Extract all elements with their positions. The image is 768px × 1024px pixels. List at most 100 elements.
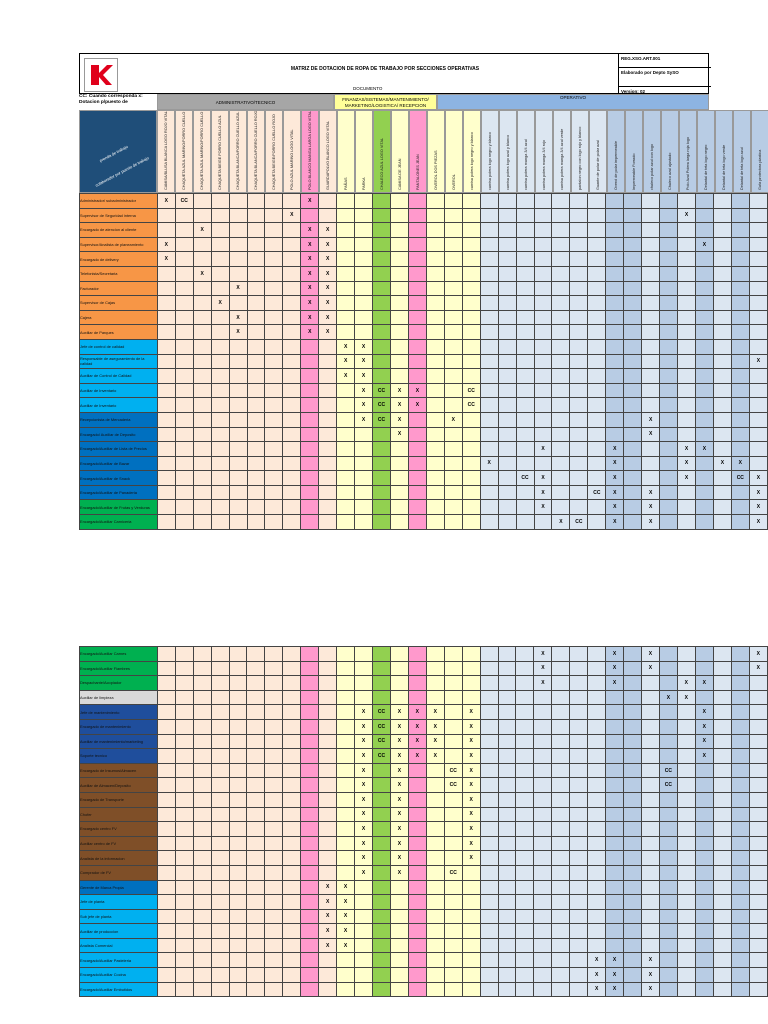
row-label-text: Comprador de FV — [80, 870, 111, 876]
column-header-label: PANTALONES JEAN — [416, 154, 420, 190]
matrix-cell — [443, 646, 463, 662]
matrix-cell — [605, 397, 625, 413]
matrix-cell — [282, 850, 302, 866]
matrix-cell — [676, 821, 696, 837]
matrix-cell — [210, 704, 230, 720]
matrix-cell — [748, 397, 768, 413]
matrix-cell — [443, 265, 463, 282]
row-label-text: Encargado centro FV — [80, 826, 117, 832]
matrix-cell — [569, 835, 589, 852]
matrix-cell: X — [551, 514, 571, 530]
column-header-label: CHAQUETA AZUL MARINO/FORRO CUELLO AZUL — [182, 110, 186, 190]
matrix-cell — [694, 821, 714, 837]
matrix-cell — [587, 646, 607, 662]
row-label: 34Chofer — [79, 806, 158, 823]
matrix-cell — [156, 937, 176, 954]
matrix-cell: X — [318, 295, 338, 311]
row-label-text: Soporte tecnico — [80, 753, 108, 759]
matrix-cell — [515, 777, 535, 793]
matrix-cell — [210, 193, 230, 209]
matrix-cell — [174, 952, 194, 969]
matrix-cell — [694, 689, 714, 706]
matrix-cell — [156, 499, 176, 516]
table-row: 17Encargado/Auxiliar de Lista de Precios… — [79, 441, 768, 457]
matrix-cell — [443, 791, 463, 808]
matrix-cell — [282, 353, 302, 370]
matrix-cell — [479, 484, 499, 501]
matrix-cell — [641, 236, 661, 253]
matrix-cell — [677, 251, 696, 267]
matrix-cell — [354, 646, 373, 662]
matrix-cell — [246, 835, 266, 852]
matrix-cell — [390, 484, 409, 501]
matrix-cell — [730, 762, 750, 779]
matrix-cell: CC — [371, 748, 391, 764]
matrix-cell — [210, 382, 230, 399]
matrix-cell — [569, 280, 589, 297]
row-label: 3Encargado de atencion al cliente — [79, 222, 158, 238]
matrix-cell — [246, 748, 266, 764]
matrix-cell — [641, 353, 661, 370]
matrix-cell — [318, 426, 338, 443]
matrix-cell: CC — [443, 777, 463, 793]
matrix-cell — [372, 236, 392, 253]
matrix-cell: X — [318, 908, 338, 925]
matrix-cell — [641, 207, 661, 224]
matrix-cell — [623, 894, 642, 910]
matrix-cell — [264, 236, 284, 253]
matrix-cell — [264, 835, 284, 852]
matrix-cell — [677, 382, 696, 399]
matrix-cell — [264, 309, 284, 326]
matrix-cell — [371, 923, 391, 939]
matrix-cell — [156, 675, 176, 691]
matrix-cell — [748, 368, 768, 384]
matrix-cell — [228, 967, 248, 983]
matrix-cell — [390, 309, 409, 326]
matrix-cell — [425, 484, 445, 501]
matrix-cell — [479, 251, 499, 267]
matrix-cell — [605, 193, 625, 209]
matrix-cell — [461, 689, 481, 706]
matrix-cell — [677, 265, 696, 282]
matrix-cell — [156, 894, 176, 910]
matrix-cell — [587, 514, 607, 530]
matrix-cell — [515, 850, 535, 866]
row-label: 5Telefonista/Secretaria — [79, 265, 158, 282]
matrix-cell — [676, 777, 696, 793]
matrix-cell — [748, 718, 768, 735]
matrix-cell — [443, 193, 463, 209]
matrix-cell — [587, 222, 607, 238]
matrix-cell — [192, 660, 212, 677]
matrix-cell — [479, 338, 499, 355]
matrix-cell — [623, 295, 643, 311]
matrix-cell — [443, 923, 463, 939]
matrix-cell — [354, 484, 374, 501]
matrix-cell: X — [605, 514, 625, 530]
matrix-cell — [210, 222, 230, 238]
matrix-cell — [318, 382, 338, 399]
matrix-cell — [676, 660, 696, 677]
matrix-cell — [425, 251, 445, 267]
matrix-cell — [228, 937, 248, 954]
matrix-cell — [156, 981, 176, 998]
matrix-cell — [676, 791, 696, 808]
matrix-cell — [318, 704, 338, 720]
matrix-cell — [641, 470, 661, 486]
matrix-cell — [210, 850, 230, 866]
matrix-cell — [443, 514, 463, 530]
row-label: 39Gerente de Marca Propia — [79, 879, 158, 896]
matrix-cell — [694, 295, 714, 311]
matrix-cell — [569, 368, 589, 384]
matrix-cell — [623, 923, 642, 939]
matrix-cell — [587, 894, 607, 910]
matrix-cell: X — [389, 762, 409, 779]
matrix-cell — [336, 265, 356, 282]
matrix-cell — [587, 338, 607, 355]
document-header: MATRIZ DE DOTACION DE ROPA DE TRABAJO PO… — [79, 53, 711, 95]
matrix-cell — [390, 193, 409, 209]
matrix-cell — [174, 455, 194, 472]
row-label-text: Despachante/Acopiador — [80, 680, 122, 686]
matrix-cell — [443, 835, 463, 852]
